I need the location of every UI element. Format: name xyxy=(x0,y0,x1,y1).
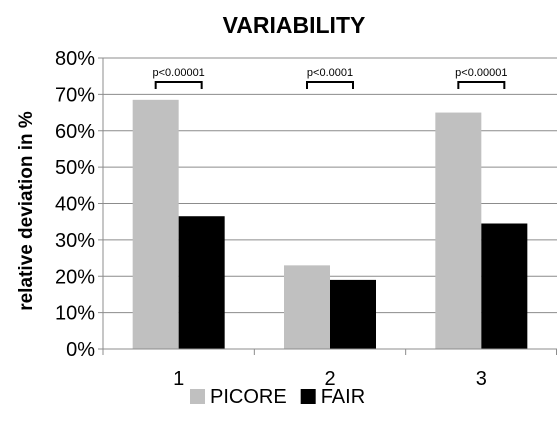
axes xyxy=(102,58,557,355)
y-tick-label: 70% xyxy=(55,84,95,106)
significance-bracket xyxy=(154,81,203,89)
bar-picore-2 xyxy=(284,265,330,349)
y-axis-label-group: relative deviation in % xyxy=(16,111,37,311)
y-tick-labels: 0% 10% 20% 30% 40% 50% 60% 70% 80% xyxy=(55,48,95,361)
p-value-label: p<0.00001 xyxy=(153,67,205,79)
bars xyxy=(132,99,528,349)
y-axis-label: relative deviation in % xyxy=(16,111,37,311)
x-tick-labels: 1 2 3 xyxy=(173,368,487,390)
y-tick-label: 30% xyxy=(55,230,95,252)
bar-picore-1 xyxy=(132,99,179,349)
x-tick-label: 1 xyxy=(173,368,184,390)
legend: PICORE FAIR xyxy=(190,386,365,408)
y-tick-label: 40% xyxy=(55,194,95,216)
significance-annotations: p<0.00001 p<0.0001 p<0.00001 xyxy=(153,67,507,89)
y-tick-label: 0% xyxy=(66,339,95,361)
bar-fair-3 xyxy=(481,223,528,349)
p-value-label: p<0.0001 xyxy=(307,67,353,79)
legend-label-picore: PICORE xyxy=(210,386,287,408)
y-tick-label: 10% xyxy=(55,303,95,325)
y-tick-label: 60% xyxy=(55,121,95,143)
legend-swatch-picore xyxy=(190,389,205,404)
y-tick-label: 80% xyxy=(55,48,95,70)
bar-fair-1 xyxy=(178,216,225,349)
y-tick-label: 50% xyxy=(55,157,95,179)
bar-fair-2 xyxy=(330,279,376,349)
bar-picore-3 xyxy=(435,112,482,349)
significance-bracket xyxy=(306,81,354,89)
y-tick-label: 20% xyxy=(55,266,95,288)
p-value-label: p<0.00001 xyxy=(455,67,507,79)
legend-swatch-fair xyxy=(300,389,316,404)
chart-title: VARIABILITY xyxy=(223,12,366,38)
x-tick-label: 3 xyxy=(476,368,487,390)
significance-bracket xyxy=(457,81,506,89)
legend-label-fair: FAIR xyxy=(321,386,365,408)
x-tick-label: 2 xyxy=(324,368,335,390)
